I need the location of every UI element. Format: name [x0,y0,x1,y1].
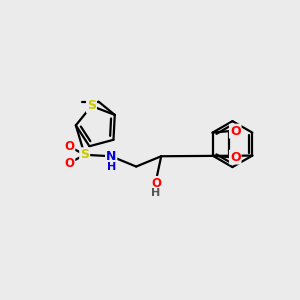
Text: N: N [106,150,116,163]
Text: S: S [80,148,89,161]
Text: O: O [230,125,241,138]
Text: O: O [64,157,74,169]
Text: O: O [64,140,74,153]
Text: O: O [230,151,241,164]
Text: S: S [87,100,96,112]
Text: H: H [151,188,160,198]
Text: H: H [106,162,116,172]
Text: O: O [152,177,162,190]
